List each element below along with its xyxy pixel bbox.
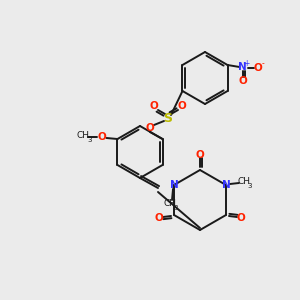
Text: O: O bbox=[178, 101, 186, 111]
Text: O: O bbox=[237, 213, 245, 223]
Text: -: - bbox=[261, 59, 264, 68]
Text: 3: 3 bbox=[174, 205, 178, 211]
Text: N: N bbox=[169, 180, 178, 190]
Text: CH: CH bbox=[77, 131, 90, 140]
Text: O: O bbox=[238, 76, 247, 86]
Text: N: N bbox=[238, 62, 247, 72]
Text: O: O bbox=[196, 150, 204, 160]
Text: CH: CH bbox=[238, 178, 250, 187]
Text: O: O bbox=[253, 63, 262, 73]
Text: +: + bbox=[243, 58, 250, 68]
Text: S: S bbox=[164, 112, 172, 124]
Text: 3: 3 bbox=[248, 183, 252, 189]
Text: CH: CH bbox=[164, 200, 176, 208]
Text: O: O bbox=[154, 213, 164, 223]
Text: O: O bbox=[150, 101, 158, 111]
Text: O: O bbox=[146, 123, 154, 133]
Text: N: N bbox=[222, 180, 230, 190]
Text: 3: 3 bbox=[87, 137, 92, 143]
Text: O: O bbox=[97, 132, 106, 142]
